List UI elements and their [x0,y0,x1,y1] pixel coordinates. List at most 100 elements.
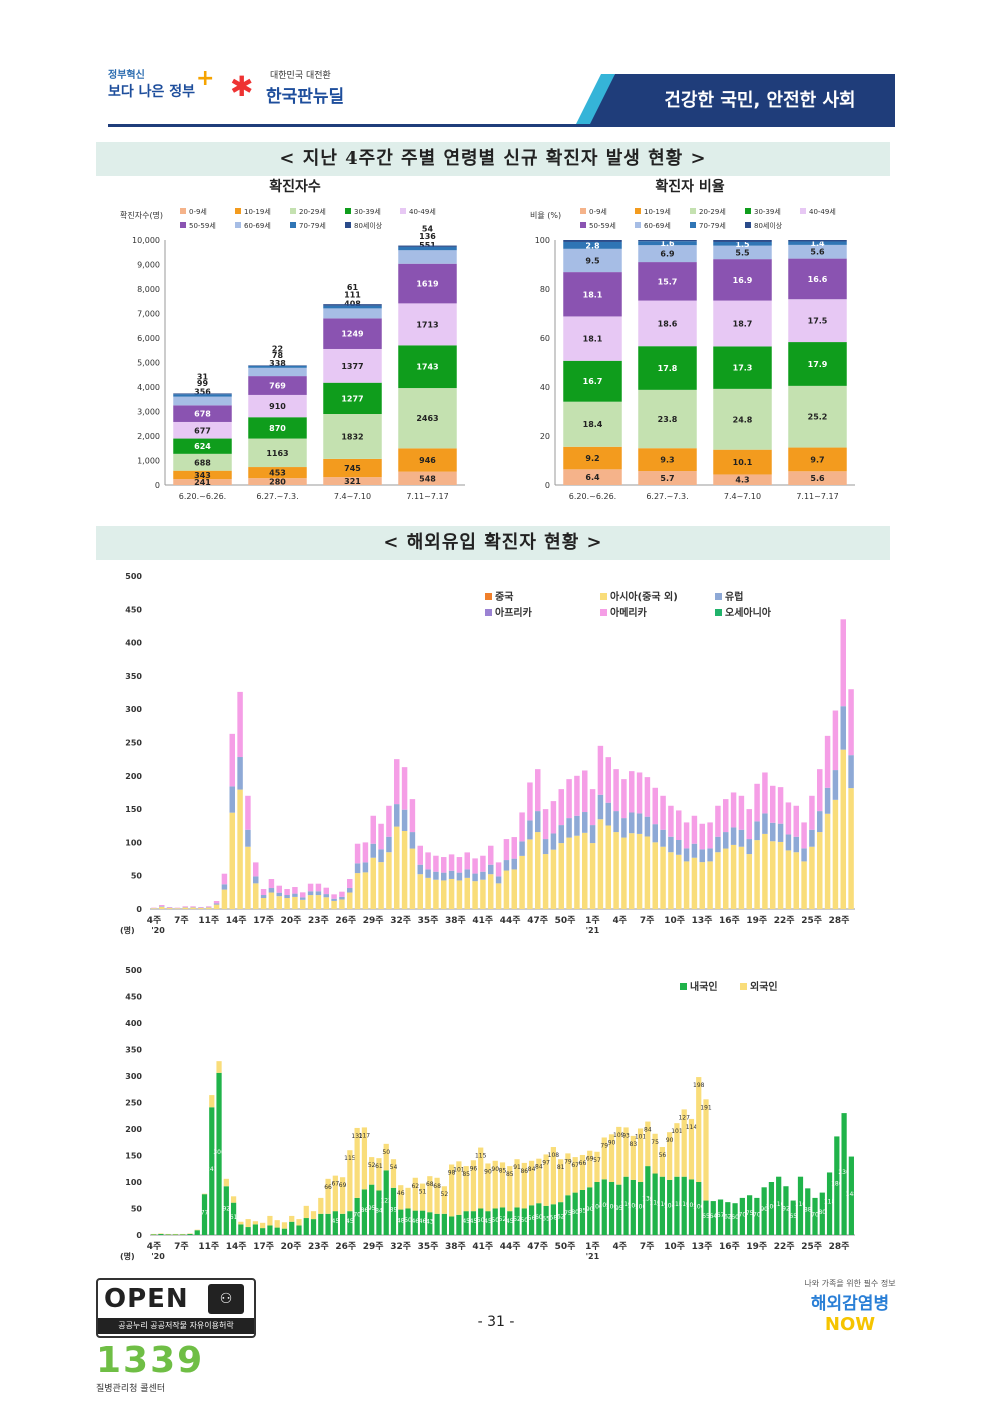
bar-segment-asia [182,907,188,909]
data-label-domestic: 48 [397,1217,405,1224]
bar-domestic [826,1172,833,1235]
bar-segment-america [253,862,259,877]
bar-segment-asia [300,899,306,909]
bar-segment-europe [527,820,533,840]
bar-segment [248,417,307,439]
data-label: 870 [269,424,286,433]
bar-foreign [637,1128,644,1182]
bar-domestic [151,1234,157,1235]
x-tick-label: 4주 [147,1241,162,1252]
bar-foreign [441,1186,447,1214]
x-tick-label: 20주 [281,915,302,926]
x-tick-label: 13주 [692,915,713,926]
legend-label: 0-9세 [189,207,207,216]
bar-segment-europe [629,812,635,834]
bar-foreign [296,1219,302,1226]
bar-segment-europe [229,786,235,813]
bar-segment-america [347,879,353,889]
bar-domestic [587,1187,593,1235]
bar-domestic [608,1182,615,1235]
bar-segment-europe [809,829,815,847]
data-label-domestic: 67 [717,1212,725,1219]
x-tick-label: 41주 [472,1241,493,1252]
logo1-line2: 보다 나은 정부 [108,84,196,100]
bar-segment-america [519,812,525,842]
bar-segment-america [801,822,807,849]
data-label-domestic: 104 [628,1202,640,1209]
bar-segment-america [276,885,282,893]
data-label-foreign: 98 [448,1170,456,1177]
bar-domestic [703,1200,709,1235]
bar-domestic [456,1214,462,1235]
data-label-domestic: 56 [528,1215,536,1222]
bar-domestic [688,1179,695,1235]
bar-segment-europe [817,811,823,833]
bar-segment [638,240,697,242]
bar-segment-asia [495,883,502,909]
bar-foreign [594,1151,600,1182]
y-tick-label: 350 [125,1046,142,1055]
slogan-text: 건강한 국민, 안전한 사회 [664,90,856,111]
data-label-domestic: 186 [831,1181,843,1188]
bar-segment [788,241,847,245]
data-label: 18.6 [658,319,678,328]
y-tick-label: 200 [125,772,142,781]
bar-segment-asia [159,906,165,909]
bar-domestic [463,1211,469,1235]
x-tick-label: 13주 [692,1241,713,1252]
bar-segment-asia [636,833,643,909]
bar-segment-asia [433,879,439,909]
legend-swatch [635,208,641,214]
x-tick-label: 38주 [445,915,466,926]
data-label-foreign: 75 [651,1139,659,1146]
bar-foreign [361,1127,368,1190]
data-label-domestic: 122 [380,1198,392,1205]
bar-segment-europe [668,836,674,853]
y-tick-label: 150 [125,1152,142,1161]
bar-segment-asia [676,854,682,909]
bar-segment [638,448,697,472]
y-tick-label: 40 [540,383,550,392]
data-label: 5.6 [810,248,825,257]
bar-domestic [746,1195,753,1235]
bar-segment-asia [519,855,525,909]
data-label: 1832 [341,432,363,441]
bar-domestic [238,1224,244,1235]
x-tick-label: 38주 [445,1241,466,1252]
y-tick-label: 450 [125,605,142,614]
bar-segment-america [746,809,752,840]
bar-domestic [812,1197,818,1235]
data-label-domestic: 148 [846,1191,858,1198]
data-label: 1377 [341,362,363,371]
bar-domestic [717,1199,724,1235]
bar-segment-america [699,823,705,850]
legend-swatch [580,208,586,214]
y-tick-label: 150 [125,805,142,814]
bar-segment-america [535,769,541,812]
bar-segment-america [691,815,698,844]
bar-segment-america [206,906,212,908]
bar-foreign [390,1159,397,1188]
bar-foreign [558,1159,564,1203]
data-label-foreign: 97 [542,1159,550,1166]
bar-domestic [310,1219,317,1235]
year-label: '20 [151,1252,165,1261]
x-tick-label: 17주 [253,915,274,926]
bar-segment-europe [707,848,713,862]
data-label: 17.9 [808,360,828,369]
bar-segment-america [260,889,267,896]
legend-label: 오세아니아 [725,606,772,619]
y-tick-label: 8,000 [137,285,160,294]
bar-segment-america [378,823,384,850]
data-label: 5.6 [810,474,825,483]
bar-segment [173,393,232,395]
bar-segment-america [300,892,306,898]
bar-segment-europe [315,891,322,896]
y-tick-label: 7,000 [137,310,160,319]
bar-foreign [201,1193,208,1195]
bar-segment [788,299,847,343]
call-sub: 질병관리청 콜센터 [96,1384,166,1394]
data-label-domestic: 85 [579,1207,587,1214]
bar-domestic [223,1186,229,1235]
y-tick-label: 0 [155,481,160,490]
